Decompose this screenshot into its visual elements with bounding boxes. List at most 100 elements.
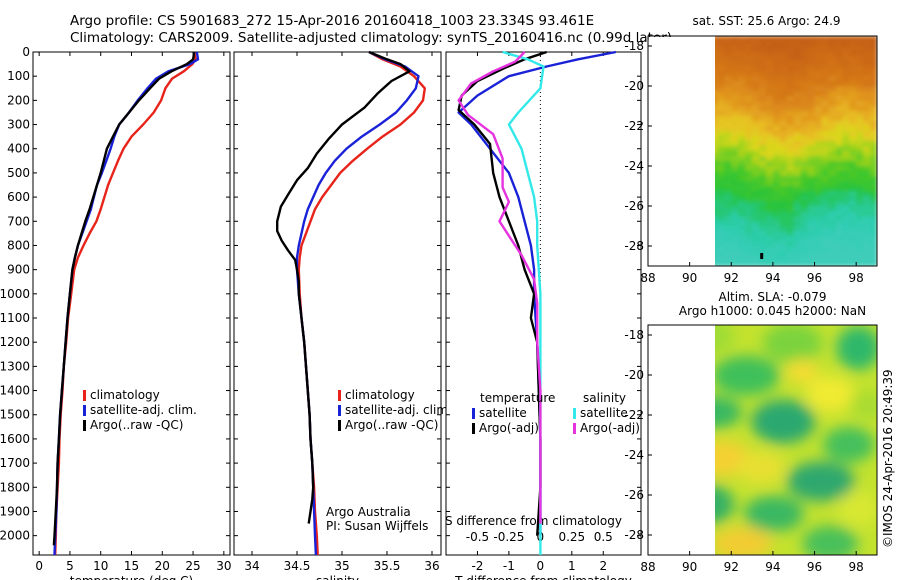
sla_map-xtick-label: 88 [640,560,655,574]
sst-cell [793,256,802,262]
sst-cell [738,226,746,232]
sst-cell [704,86,712,92]
sla-title-line-1: Altim. SLA: -0.079 [718,290,826,304]
sst-cell [849,76,857,82]
sst-cell [856,216,864,222]
sst-cell [724,221,732,227]
sst-cell [849,221,857,227]
sst-cell [772,86,781,92]
sst-cell [752,91,760,97]
sst-cell [745,101,753,107]
sst-cell [704,231,712,237]
sst-cell [793,196,802,202]
sst-cell [856,81,864,87]
sst-cell [786,171,795,177]
sst_map-panel: sat. SST: 25.6 Argo: 24.9 88 90 92 94 96 98 -18… [624,14,878,285]
sst-cell [814,41,822,47]
sst-cell [856,36,864,42]
sst-cell [828,36,836,42]
sst-cell [724,146,732,152]
sst-cell [766,161,774,167]
sst-cell [821,221,829,227]
sst-cell [779,216,788,222]
sst-cell [724,246,732,252]
sst-cell [731,61,739,67]
temperature-frame [32,51,231,556]
sst-cell [835,51,843,57]
difference-xtick-label: 0 [537,559,545,573]
sst-cell [800,256,809,262]
sst-cell [807,41,816,47]
legend-label: Argo(-adj) [580,421,640,435]
sst-cell [715,151,718,157]
sst-cell [835,196,843,202]
sst-cell [759,191,767,197]
difference-series-salinity-argo-adj- [457,51,542,524]
sst-cell [697,146,705,152]
sst-cell [786,186,795,192]
sst-cell [863,76,871,82]
sst-cell [856,111,864,117]
sst-cell [738,56,746,62]
sst-cell [766,116,774,122]
sst-cell [835,106,843,112]
sst-cell [717,251,725,257]
sst-cell [793,121,802,127]
sst-cell [752,221,760,227]
sst-cell [690,256,698,262]
sst-cell [690,231,698,237]
sst-cell [724,241,732,247]
sst-cell [786,261,795,266]
sst-cell [752,86,760,92]
sst-cell [690,191,698,197]
sst-cell [697,156,705,162]
depth-tick-label: 1400 [0,384,30,398]
sst-cell [690,116,698,122]
sst-cell [807,56,816,62]
sst-cell [717,161,725,167]
sst-cell [800,136,809,142]
sst-cell [715,66,718,72]
sst-cell [738,66,746,72]
sst-cell [715,116,718,122]
sst-cell [724,211,732,217]
sst-cell [800,111,809,117]
sst-cell [807,71,816,77]
sst-cell [779,36,788,42]
sst-cell [704,156,712,162]
sst-cell [731,241,739,247]
sst-cell [715,81,718,87]
sst-cell [849,246,857,252]
sst-cell [779,71,788,77]
sst-cell [856,56,864,62]
sst-cell [870,221,877,227]
sst-cell [724,206,732,212]
sst-cell [828,166,836,172]
sst-cell [697,101,705,107]
sst-cell [821,51,829,57]
sst-cell [717,131,725,137]
sst-cell [807,36,816,42]
sst-cell [717,211,725,217]
sst-cell [759,146,767,152]
sst-cell [766,91,774,97]
sst-cell [731,191,739,197]
sst-cell [717,186,725,192]
sst-cell [807,111,816,117]
sst-cell [828,186,836,192]
sst-cell [766,76,774,82]
sla_map-ytick-label: -28 [624,528,644,542]
sst-cell [863,86,871,92]
sst-cell [842,241,850,247]
sst-cell [738,256,746,262]
sst-cell [828,191,836,197]
sst-cell [793,81,802,87]
sst-cell [715,136,718,142]
sst-cell [779,246,788,252]
sst-cell [752,246,760,252]
sst-cell [863,56,871,62]
sst-cell [779,136,788,142]
legend-swatch [338,390,341,401]
sst-cell [807,151,816,157]
sst-cell [724,96,732,102]
